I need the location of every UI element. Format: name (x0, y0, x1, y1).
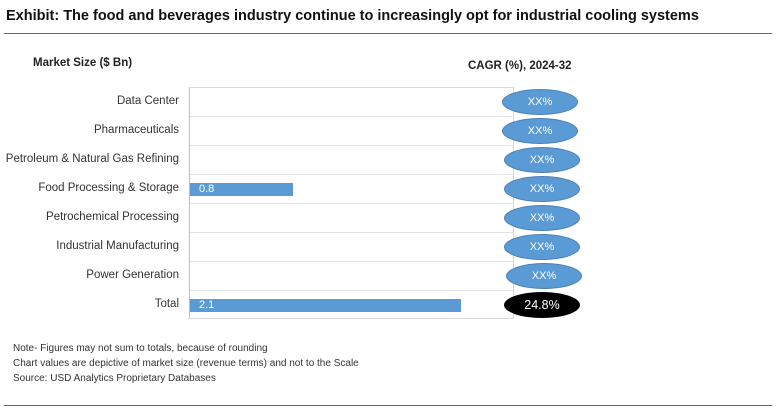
cagr-bubble: XX% (504, 146, 580, 173)
bar (190, 298, 462, 312)
cagr-total-bubble: 24.8% (504, 291, 580, 318)
category-label: Industrial Manufacturing (56, 239, 179, 252)
cagr-header: CAGR (%), 2024-32 (468, 60, 572, 72)
bottom-rule (4, 405, 772, 406)
cagr-bubble: XX% (504, 204, 580, 231)
top-rule (4, 33, 772, 34)
cagr-bubble: XX% (502, 88, 578, 115)
plot-area: 0.8 2.1 (189, 87, 514, 319)
category-label: Petroleum & Natural Gas Refining (5, 152, 179, 165)
cagr-bubble: XX% (506, 262, 582, 289)
gridline (190, 174, 513, 175)
gridline (190, 203, 513, 204)
exhibit-title: Exhibit: The food and beverages industry… (6, 8, 699, 24)
category-label: Pharmaceuticals (93, 123, 179, 136)
category-label: Power Generation (86, 268, 179, 281)
gridline (190, 290, 513, 291)
cagr-bubble: XX% (502, 117, 578, 144)
bar-data-label: 2.1 (199, 298, 215, 311)
gridline (190, 261, 513, 262)
note-rounding: Note- Figures may not sum to totals, bec… (13, 343, 268, 354)
bar (190, 182, 294, 196)
gridline (190, 116, 513, 117)
market-size-axis-title: Market Size ($ Bn) (33, 57, 133, 69)
category-label: Food Processing & Storage (38, 181, 179, 194)
gridline (190, 232, 513, 233)
note-scale: Chart values are depictive of market siz… (13, 358, 359, 369)
cagr-bubble: XX% (504, 233, 580, 260)
category-label: Data Center (116, 94, 179, 107)
note-source: Source: USD Analytics Proprietary Databa… (13, 373, 216, 384)
category-label: Total (154, 297, 179, 310)
cagr-bubble: XX% (504, 175, 580, 202)
gridline (190, 145, 513, 146)
category-label: Petrochemical Processing (46, 210, 179, 223)
bar-data-label: 0.8 (199, 182, 215, 195)
